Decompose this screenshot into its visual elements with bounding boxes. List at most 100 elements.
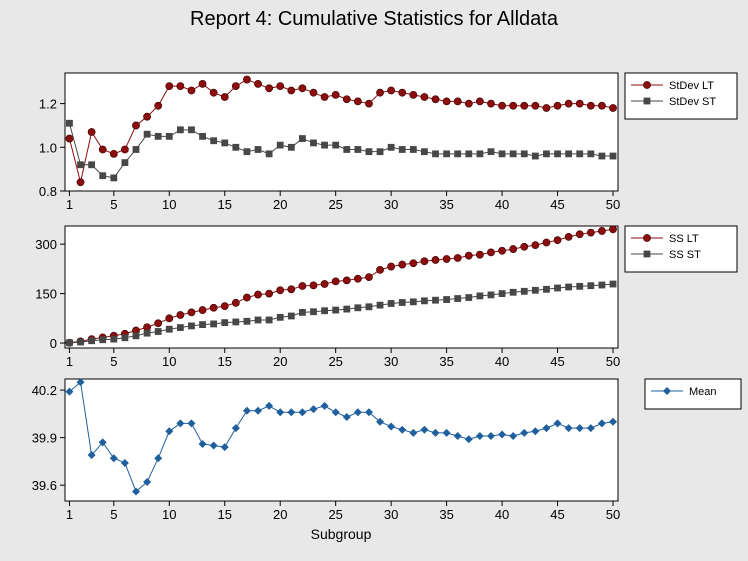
data-point bbox=[531, 241, 540, 250]
data-point bbox=[120, 458, 129, 467]
data-point bbox=[409, 90, 418, 99]
data-point bbox=[598, 227, 606, 235]
data-point bbox=[99, 172, 107, 180]
data-point bbox=[442, 428, 451, 437]
data-point bbox=[254, 80, 262, 88]
data-point bbox=[598, 152, 606, 160]
data-point bbox=[243, 75, 251, 84]
data-point bbox=[188, 126, 195, 134]
data-point bbox=[609, 417, 618, 426]
data-point bbox=[431, 256, 440, 264]
data-point bbox=[509, 101, 518, 110]
data-point bbox=[187, 308, 196, 317]
data-point bbox=[487, 148, 495, 156]
data-point bbox=[110, 335, 118, 343]
data-point bbox=[287, 285, 296, 294]
data-point bbox=[398, 88, 407, 97]
data-point bbox=[66, 119, 73, 127]
data-point bbox=[443, 296, 451, 303]
data-point bbox=[365, 148, 373, 156]
x-tick-label: 25 bbox=[328, 197, 342, 212]
data-point bbox=[353, 274, 362, 283]
data-point bbox=[331, 408, 340, 417]
x-tick-label: 25 bbox=[328, 354, 342, 369]
data-point bbox=[98, 438, 107, 447]
data-point bbox=[154, 132, 162, 140]
data-point bbox=[531, 101, 540, 110]
data-point bbox=[332, 141, 340, 149]
data-point bbox=[498, 246, 506, 255]
data-point bbox=[154, 319, 163, 328]
data-point bbox=[176, 82, 185, 91]
data-point bbox=[98, 145, 107, 154]
data-point bbox=[409, 298, 417, 306]
legend-marker bbox=[663, 387, 671, 395]
x-tick-label: 45 bbox=[550, 197, 564, 212]
data-point bbox=[265, 150, 273, 158]
data-point bbox=[409, 259, 418, 268]
data-point bbox=[387, 143, 395, 151]
data-point bbox=[565, 150, 573, 158]
data-point bbox=[77, 161, 84, 169]
data-point bbox=[576, 150, 584, 158]
data-point bbox=[609, 225, 617, 234]
data-point bbox=[209, 88, 218, 97]
data-point bbox=[597, 419, 606, 428]
data-point bbox=[320, 401, 329, 410]
data-point bbox=[220, 93, 229, 101]
data-point bbox=[321, 307, 328, 315]
data-point bbox=[576, 282, 584, 290]
data-point bbox=[132, 146, 140, 153]
data-point bbox=[231, 424, 240, 433]
data-point bbox=[109, 149, 118, 158]
data-point bbox=[320, 93, 329, 101]
data-point bbox=[143, 477, 152, 486]
x-tick-label: 5 bbox=[110, 354, 117, 369]
data-point bbox=[509, 432, 518, 441]
data-point bbox=[364, 408, 373, 417]
data-point bbox=[398, 146, 406, 153]
data-point bbox=[509, 150, 517, 158]
data-point bbox=[298, 308, 306, 316]
data-point bbox=[331, 277, 340, 286]
data-point bbox=[121, 145, 129, 154]
x-tick-label: 20 bbox=[273, 197, 287, 212]
data-point bbox=[88, 161, 96, 169]
data-point bbox=[121, 159, 129, 166]
data-point bbox=[543, 285, 550, 293]
data-point bbox=[154, 328, 162, 335]
data-point bbox=[464, 251, 473, 260]
data-point bbox=[586, 228, 595, 237]
data-point bbox=[242, 406, 251, 415]
data-point bbox=[365, 273, 373, 282]
x-tick-label: 50 bbox=[606, 197, 620, 212]
plot-area-1 bbox=[64, 72, 619, 192]
data-point bbox=[609, 280, 617, 288]
data-point bbox=[376, 265, 384, 274]
data-point bbox=[598, 281, 606, 289]
data-point bbox=[298, 84, 307, 93]
x-tick-label: 15 bbox=[218, 507, 232, 522]
legend-box bbox=[624, 225, 738, 273]
data-point bbox=[121, 334, 129, 342]
x-tick-label: 40 bbox=[495, 197, 509, 212]
data-point bbox=[354, 304, 362, 312]
y-tick-label: 0 bbox=[50, 336, 57, 351]
x-tick-label: 10 bbox=[162, 354, 176, 369]
data-point bbox=[398, 425, 407, 434]
data-point bbox=[453, 432, 462, 441]
data-point bbox=[231, 82, 240, 91]
data-point bbox=[143, 112, 151, 121]
data-point bbox=[165, 132, 173, 140]
data-point bbox=[309, 88, 318, 97]
data-point bbox=[131, 487, 140, 496]
data-point bbox=[520, 150, 528, 158]
data-point bbox=[65, 387, 74, 396]
x-tick-label: 30 bbox=[384, 507, 398, 522]
legend-label: Mean bbox=[689, 386, 717, 398]
y-tick-label: 300 bbox=[35, 237, 57, 252]
data-point bbox=[531, 427, 540, 436]
x-tick-label: 10 bbox=[162, 507, 176, 522]
data-point bbox=[443, 150, 451, 158]
data-point bbox=[454, 150, 462, 158]
